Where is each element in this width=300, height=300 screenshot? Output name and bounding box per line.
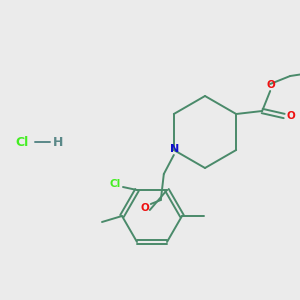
Text: O: O <box>140 203 149 213</box>
Text: Cl: Cl <box>110 179 121 189</box>
Text: O: O <box>287 111 296 121</box>
Text: H: H <box>53 136 63 148</box>
Text: Cl: Cl <box>15 136 28 148</box>
Text: O: O <box>267 80 276 90</box>
Text: N: N <box>170 144 179 154</box>
